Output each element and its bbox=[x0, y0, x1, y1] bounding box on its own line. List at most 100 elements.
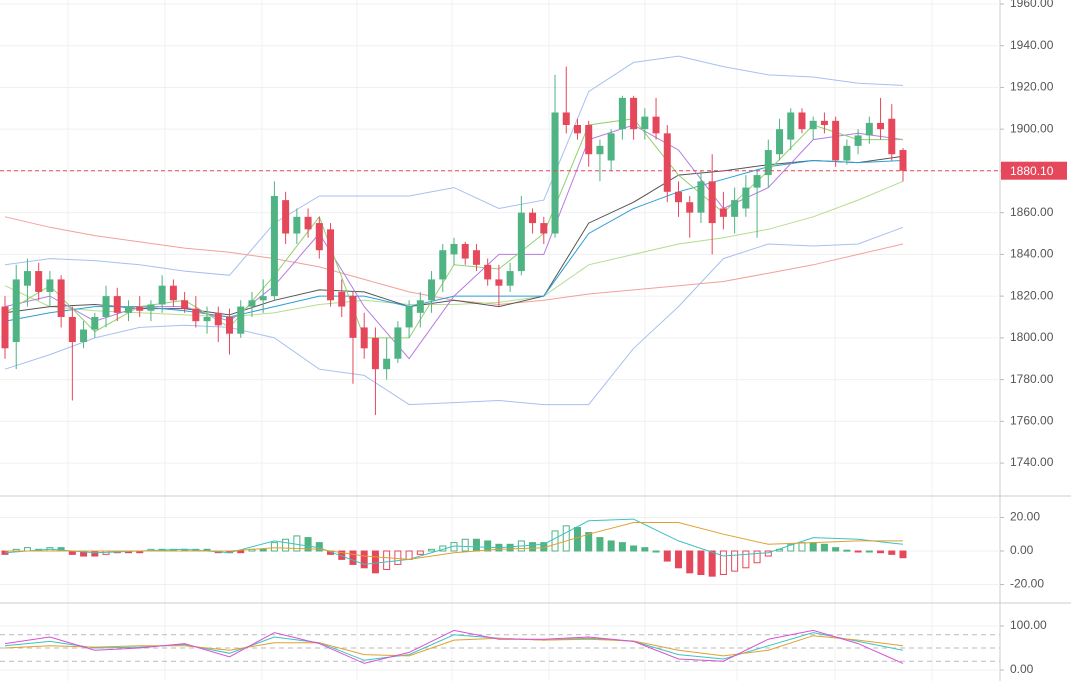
candle-body bbox=[158, 285, 166, 305]
candle-body bbox=[1, 306, 9, 349]
macd-bar bbox=[697, 550, 705, 575]
candle-body bbox=[663, 133, 671, 192]
indicator-line bbox=[5, 522, 903, 560]
indicator-line bbox=[4, 518, 904, 565]
macd-bar bbox=[360, 550, 368, 569]
last-price-box bbox=[1001, 161, 1067, 180]
candle-body bbox=[91, 316, 99, 330]
macd-bar bbox=[529, 542, 537, 552]
candle-body bbox=[877, 122, 885, 130]
candle-body bbox=[35, 271, 43, 292]
candle-body bbox=[843, 145, 851, 161]
macd-bar bbox=[371, 550, 379, 574]
y-tick-label: 20.00 bbox=[1010, 510, 1040, 524]
candle-body bbox=[742, 187, 750, 209]
candle-body bbox=[226, 316, 233, 334]
candle-body bbox=[585, 125, 593, 155]
candle-body bbox=[12, 279, 20, 343]
candle-body bbox=[68, 316, 76, 343]
candle-body bbox=[697, 181, 705, 213]
candle-body bbox=[787, 112, 795, 140]
candle-body bbox=[46, 279, 54, 292]
macd-bar bbox=[304, 537, 312, 552]
macd-bar bbox=[484, 540, 492, 552]
macd-bar bbox=[259, 548, 267, 552]
candle-body bbox=[719, 208, 727, 217]
y-tick-label: 100.00 bbox=[1010, 618, 1047, 632]
macd-bar bbox=[416, 550, 424, 555]
candle-body bbox=[832, 120, 840, 161]
y-tick-label: 1940.00 bbox=[1010, 38, 1054, 52]
candle-body bbox=[596, 145, 604, 155]
candle-body bbox=[450, 243, 458, 255]
candle-body bbox=[428, 279, 436, 301]
candle-body bbox=[248, 300, 256, 307]
macd-bar bbox=[270, 542, 278, 552]
candle-body bbox=[360, 327, 368, 349]
candle-body bbox=[529, 212, 537, 224]
candle-body bbox=[472, 250, 480, 265]
macd-bar bbox=[686, 550, 694, 574]
y-tick-label: 1740.00 bbox=[1010, 455, 1054, 469]
macd-bar bbox=[798, 542, 806, 552]
macd-bar bbox=[461, 538, 469, 552]
candle-body bbox=[764, 150, 772, 176]
candle-body bbox=[731, 200, 739, 217]
y-tick-label: 1820.00 bbox=[1010, 288, 1054, 302]
candle-body bbox=[495, 279, 503, 286]
candle-body bbox=[394, 327, 402, 359]
candle-body bbox=[349, 296, 357, 338]
macd-bar bbox=[607, 540, 615, 552]
candle-body bbox=[641, 116, 649, 130]
macd-bar bbox=[282, 538, 290, 552]
macd-bar bbox=[731, 550, 739, 572]
y-tick-label: 1840.00 bbox=[1010, 247, 1054, 261]
candle-body bbox=[169, 285, 177, 301]
candle-body bbox=[405, 306, 413, 328]
candle-body bbox=[136, 306, 144, 311]
y-tick-label: 1860.00 bbox=[1010, 205, 1054, 219]
macd-bar bbox=[472, 538, 480, 552]
candle-body bbox=[798, 112, 806, 130]
candle-body bbox=[282, 200, 290, 234]
candle-body bbox=[753, 175, 761, 188]
candle-body bbox=[484, 264, 492, 280]
candle-body bbox=[23, 271, 31, 286]
macd-bar bbox=[742, 550, 750, 569]
macd-bar bbox=[652, 550, 660, 553]
macd-bar bbox=[428, 548, 436, 552]
candle-body bbox=[551, 112, 559, 234]
indicator-line bbox=[4, 635, 904, 657]
macd-bar bbox=[506, 543, 514, 552]
candle-body bbox=[607, 133, 615, 161]
indicator-line bbox=[4, 124, 904, 360]
macd-bar bbox=[596, 537, 604, 552]
candle-body bbox=[652, 116, 660, 134]
candle-body bbox=[540, 223, 548, 234]
candle-body bbox=[618, 97, 626, 130]
macd-bar bbox=[641, 547, 649, 552]
macd-bar bbox=[562, 525, 570, 552]
candle-body bbox=[506, 271, 514, 286]
candle-body bbox=[315, 223, 323, 251]
macd-bar bbox=[719, 550, 727, 575]
candle-body bbox=[809, 120, 817, 130]
macd-bar bbox=[854, 550, 862, 553]
candle-body bbox=[371, 337, 379, 370]
candle-body bbox=[888, 118, 896, 155]
indicator-line bbox=[4, 180, 904, 318]
macd-bar bbox=[708, 550, 716, 577]
candle-body bbox=[192, 308, 200, 322]
indicator-line bbox=[4, 226, 904, 406]
candle-body bbox=[439, 250, 447, 280]
macd-bar bbox=[865, 550, 873, 553]
macd-bar bbox=[394, 550, 402, 565]
candle-body bbox=[57, 279, 65, 317]
candle-body bbox=[416, 300, 424, 313]
macd-bar bbox=[877, 550, 885, 554]
candle-body bbox=[899, 150, 907, 171]
indicator-line bbox=[4, 629, 904, 664]
y-tick-label: 1920.00 bbox=[1010, 80, 1054, 94]
